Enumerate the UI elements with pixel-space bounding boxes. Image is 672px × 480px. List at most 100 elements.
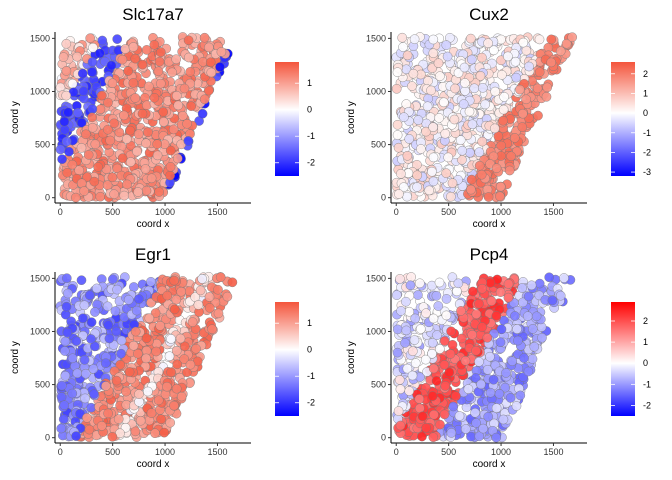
data-point [71,431,81,441]
data-point [104,333,115,344]
data-point [489,123,500,134]
data-point [511,72,521,83]
data-point [421,308,431,319]
data-point [141,353,151,364]
data-point [467,329,478,340]
data-point [433,301,444,311]
data-points [55,32,233,203]
data-point [398,182,409,192]
x-tick-label: 0 [58,207,63,217]
data-point [171,54,181,65]
data-point [555,290,566,301]
data-point [199,94,210,105]
data-point [166,334,176,344]
panel-egr1: Egr1 0 500 1000 1500 0 500 1000 1500 coord x coord… [10,245,315,470]
data-point [140,164,151,174]
data-point [455,135,466,145]
data-point [61,39,72,49]
data-point [428,34,439,45]
data-point [523,311,533,322]
data-point [130,93,141,103]
data-point [417,431,427,442]
data-point [443,152,454,163]
data-point [78,313,88,324]
data-point [518,297,528,308]
data-point [439,336,450,346]
data-point [61,90,71,101]
data-point [405,280,416,291]
data-point [80,393,90,404]
data-point [427,348,437,359]
data-point [154,56,165,67]
data-point [134,389,144,399]
data-point [412,170,423,181]
data-point [503,292,514,303]
data-point [427,337,438,348]
data-point [106,60,117,71]
data-point [513,335,523,346]
color-legend-bar [275,62,299,176]
data-point [433,58,444,69]
data-point [407,370,418,381]
data-point [88,42,98,53]
data-point [109,118,119,129]
x-axis-title: coord x [473,459,506,470]
data-point [408,68,419,79]
legend-tick-label: 2 [643,69,648,79]
data-point [183,52,194,63]
data-point [438,97,449,108]
data-point [391,84,402,94]
data-point [410,313,421,324]
data-point [434,113,444,123]
data-point [422,101,433,112]
data-point [152,139,162,149]
data-point [458,99,469,109]
legend-tick-label: -2 [307,158,315,168]
data-point [207,324,217,335]
data-point [204,292,215,302]
legend-tick-label: -2 [643,147,651,157]
data-point [146,408,157,418]
data-point [101,381,111,391]
data-point [125,157,136,167]
panel-slc17a7: Slc17a7 0 500 1000 1500 0 500 1000 1500 coord x co… [10,5,315,230]
legend-tick-label: 1 [643,88,648,98]
data-point [392,347,403,358]
y-tick-label: 500 [35,140,50,150]
data-point [393,142,404,153]
data-point [197,108,208,119]
data-point [172,153,183,164]
data-point [485,387,496,398]
legend-tick-label: -1 [643,379,651,389]
data-point [171,383,182,394]
data-point [179,354,189,364]
data-point [56,423,67,434]
data-point [182,119,192,129]
data-point [409,335,420,345]
data-point [152,150,163,161]
data-point [57,380,67,391]
data-point [105,135,115,146]
data-point [410,358,421,368]
data-point [135,415,146,426]
data-point [71,336,82,346]
data-point [466,431,476,442]
data-point [452,286,462,297]
data-point [71,192,81,203]
data-point [449,114,460,125]
data-point [486,296,497,306]
data-point [171,345,182,356]
color-legend-bar [611,302,635,416]
data-point [86,334,96,344]
y-axis-title: coord y [346,341,357,374]
data-point [165,417,175,428]
data-point [119,110,129,121]
data-point [58,414,69,425]
data-point [454,411,465,421]
data-points [391,272,576,443]
data-point [402,191,412,202]
data-point [116,348,126,359]
data-point [159,427,169,438]
data-point [416,144,426,154]
data-point [151,346,161,357]
